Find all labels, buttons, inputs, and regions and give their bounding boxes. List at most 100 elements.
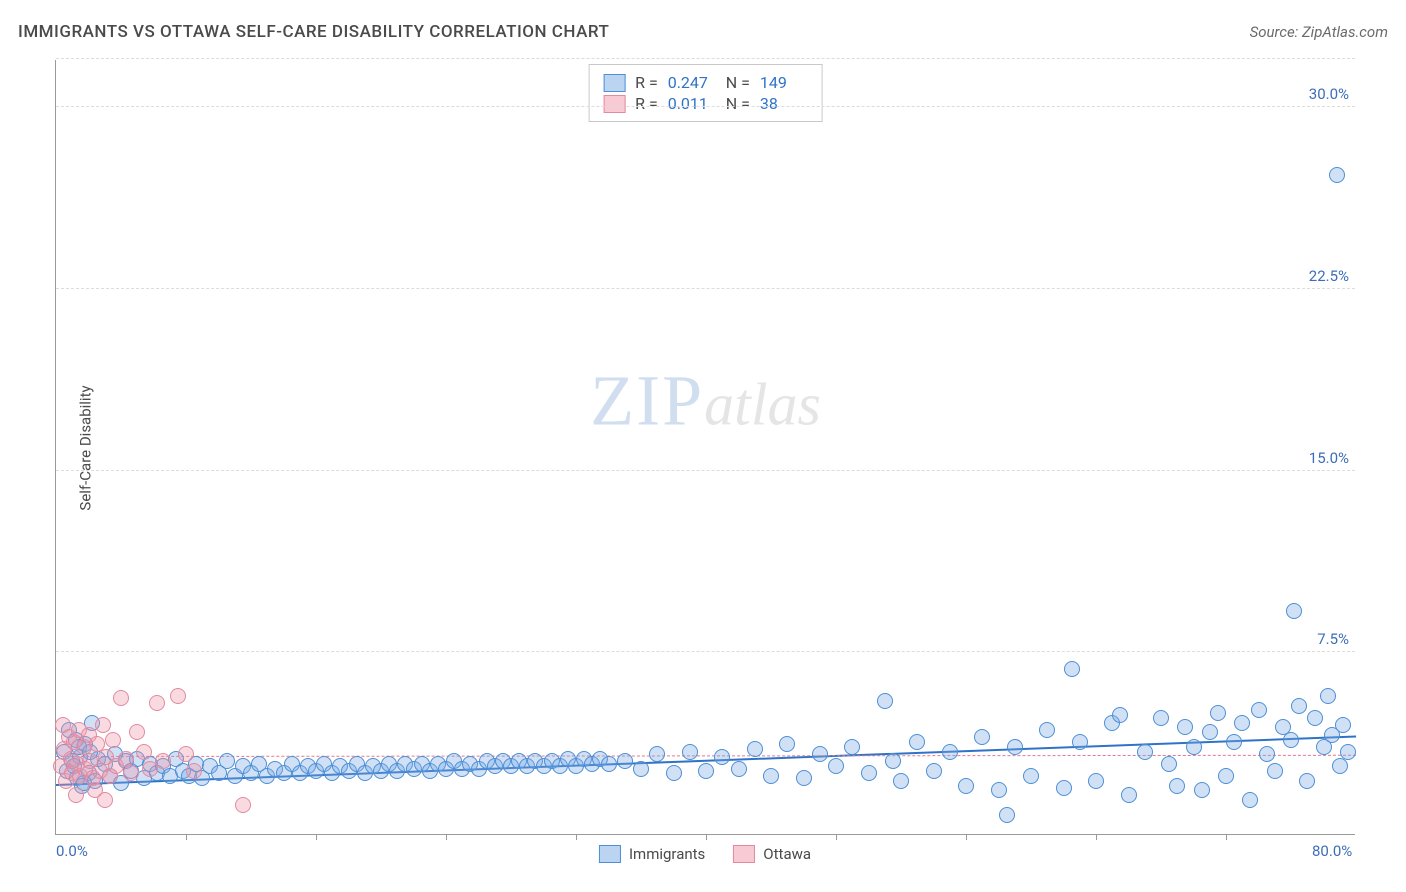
stat-r-label: R =: [635, 73, 658, 92]
data-point: [731, 761, 747, 777]
data-point: [1286, 603, 1302, 619]
chart-header: IMMIGRANTS VS OTTAWA SELF-CARE DISABILIT…: [18, 22, 1388, 42]
data-point: [909, 734, 925, 750]
data-point: [1267, 763, 1283, 779]
data-point: [958, 778, 974, 794]
x-tick: [836, 834, 837, 840]
data-point: [1169, 778, 1185, 794]
x-tick: [446, 834, 447, 840]
data-point: [186, 763, 202, 779]
data-point: [926, 763, 942, 779]
data-point: [97, 792, 113, 808]
data-point: [1186, 739, 1202, 755]
data-point: [649, 746, 665, 762]
gridline: [56, 651, 1355, 652]
data-point: [991, 782, 1007, 798]
x-tick: [316, 834, 317, 840]
data-point: [1329, 167, 1345, 183]
data-point: [235, 797, 251, 813]
data-point: [999, 807, 1015, 823]
data-point: [1242, 792, 1258, 808]
legend-label-0: Immigrants: [629, 845, 705, 863]
legend-stats-row-1: R = 0.011 N = 38: [603, 94, 808, 113]
x-tick: [706, 834, 707, 840]
data-point: [95, 717, 111, 733]
data-point: [1251, 702, 1267, 718]
data-point: [113, 690, 129, 706]
stat-r-val-1: 0.011: [668, 94, 716, 113]
data-point: [1072, 734, 1088, 750]
swatch-blue-icon: [599, 845, 621, 863]
swatch-blue-icon: [603, 74, 625, 92]
scatter-plot: ZIPatlas R = 0.247 N = 149 R = 0.011 N =…: [55, 60, 1355, 835]
data-point: [1307, 710, 1323, 726]
legend-bottom: Immigrants Ottawa: [599, 845, 811, 863]
stat-n-val-1: 38: [760, 94, 808, 113]
stat-r-val-0: 0.247: [668, 73, 716, 92]
data-point: [55, 717, 71, 733]
y-tick-label: 30.0%: [1309, 85, 1349, 103]
data-point: [1194, 782, 1210, 798]
x-tick: [186, 834, 187, 840]
data-point: [155, 753, 171, 769]
data-point: [779, 736, 795, 752]
data-point: [219, 753, 235, 769]
data-point: [1218, 768, 1234, 784]
data-point: [1291, 698, 1307, 714]
data-point: [170, 688, 186, 704]
data-point: [1202, 724, 1218, 740]
data-point: [1335, 717, 1351, 733]
data-point: [698, 763, 714, 779]
gridline: [56, 288, 1355, 289]
watermark-atlas: atlas: [704, 371, 821, 437]
legend-label-1: Ottawa: [763, 845, 811, 863]
x-tick-label: 0.0%: [56, 842, 88, 860]
data-point: [714, 749, 730, 765]
data-point: [763, 768, 779, 784]
chart-source: Source: ZipAtlas.com: [1250, 23, 1388, 41]
data-point: [844, 739, 860, 755]
data-point: [861, 765, 877, 781]
watermark: ZIPatlas: [590, 359, 821, 442]
data-point: [893, 773, 909, 789]
trend-line-ottawa: [56, 754, 1356, 756]
data-point: [105, 732, 121, 748]
data-point: [1299, 773, 1315, 789]
x-tick: [966, 834, 967, 840]
data-point: [974, 729, 990, 745]
data-point: [1283, 732, 1299, 748]
data-point: [1064, 661, 1080, 677]
swatch-pink-icon: [733, 845, 755, 863]
data-point: [942, 744, 958, 760]
data-point: [1023, 768, 1039, 784]
watermark-zip: ZIP: [590, 360, 704, 440]
data-point: [1161, 756, 1177, 772]
data-point: [1137, 744, 1153, 760]
stat-n-label: N =: [726, 73, 750, 92]
data-point: [1234, 715, 1250, 731]
stat-n-label: N =: [726, 94, 750, 113]
data-point: [877, 693, 893, 709]
data-point: [633, 761, 649, 777]
data-point: [885, 753, 901, 769]
legend-item-1: Ottawa: [733, 845, 811, 863]
data-point: [1007, 739, 1023, 755]
swatch-pink-icon: [603, 95, 625, 113]
x-tick: [576, 834, 577, 840]
data-point: [747, 741, 763, 757]
data-point: [123, 765, 139, 781]
data-point: [149, 695, 165, 711]
data-point: [1340, 744, 1356, 760]
y-tick-label: 7.5%: [1317, 630, 1349, 648]
data-point: [1332, 758, 1348, 774]
stat-r-label: R =: [635, 94, 658, 113]
x-tick: [1096, 834, 1097, 840]
data-point: [828, 758, 844, 774]
y-tick-label: 22.5%: [1309, 267, 1349, 285]
y-tick-label: 15.0%: [1309, 449, 1349, 467]
data-point: [666, 765, 682, 781]
data-point: [1056, 780, 1072, 796]
data-point: [1088, 773, 1104, 789]
legend-item-0: Immigrants: [599, 845, 705, 863]
gridline: [56, 106, 1355, 107]
